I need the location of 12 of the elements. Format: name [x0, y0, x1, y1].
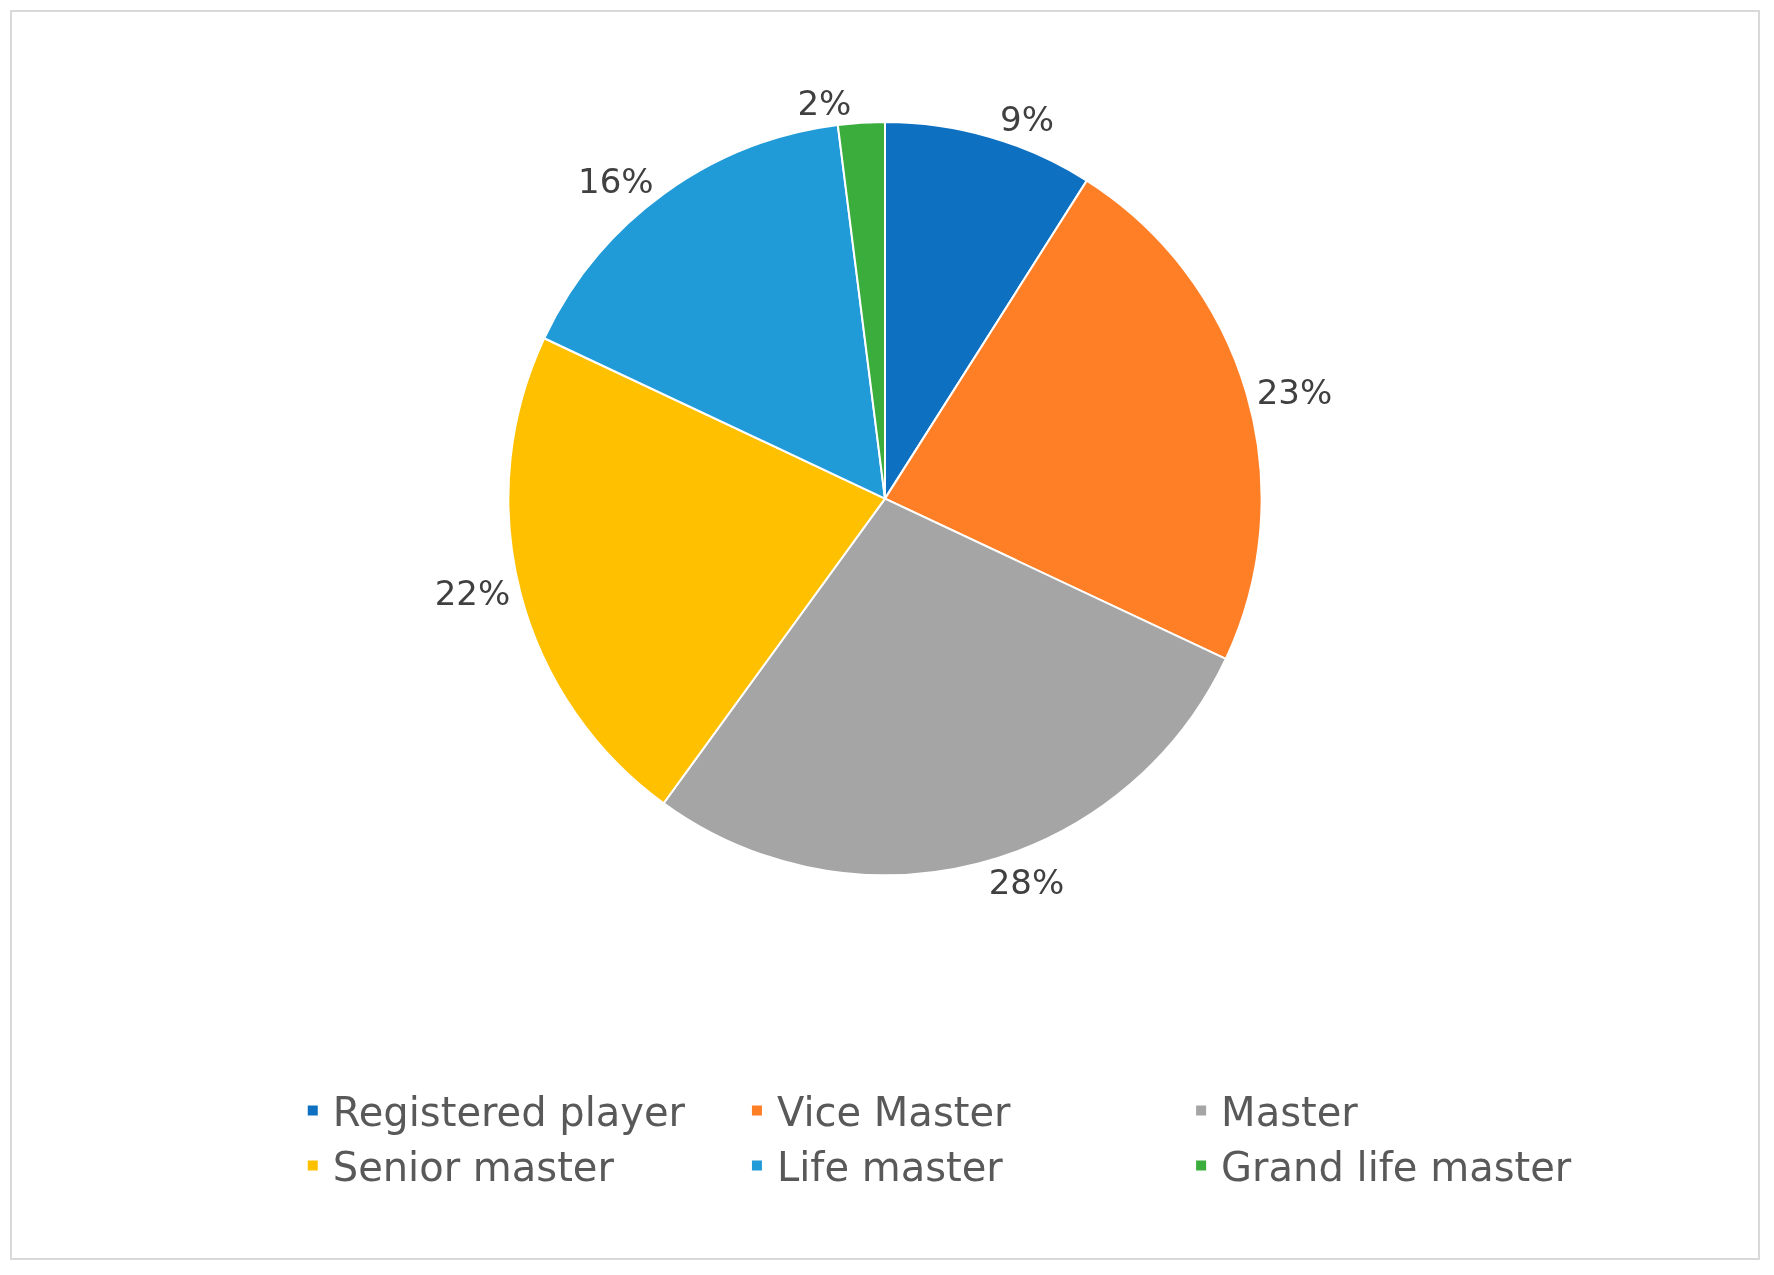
legend-label: Grand life master	[1221, 1144, 1572, 1191]
data-label: 16%	[578, 160, 654, 201]
legend-label: Life master	[776, 1144, 1004, 1191]
data-label: 9%	[1000, 98, 1055, 139]
legend-label: Vice Master	[776, 1089, 1012, 1136]
data-label: 23%	[1256, 371, 1333, 412]
data-label: 2%	[797, 82, 852, 123]
data-label: 22%	[434, 573, 511, 614]
legend-label: Senior master	[332, 1144, 615, 1191]
legend-label: Master	[1221, 1089, 1359, 1136]
legend-label: Registered player	[332, 1089, 686, 1136]
data-label: 28%	[988, 862, 1065, 903]
